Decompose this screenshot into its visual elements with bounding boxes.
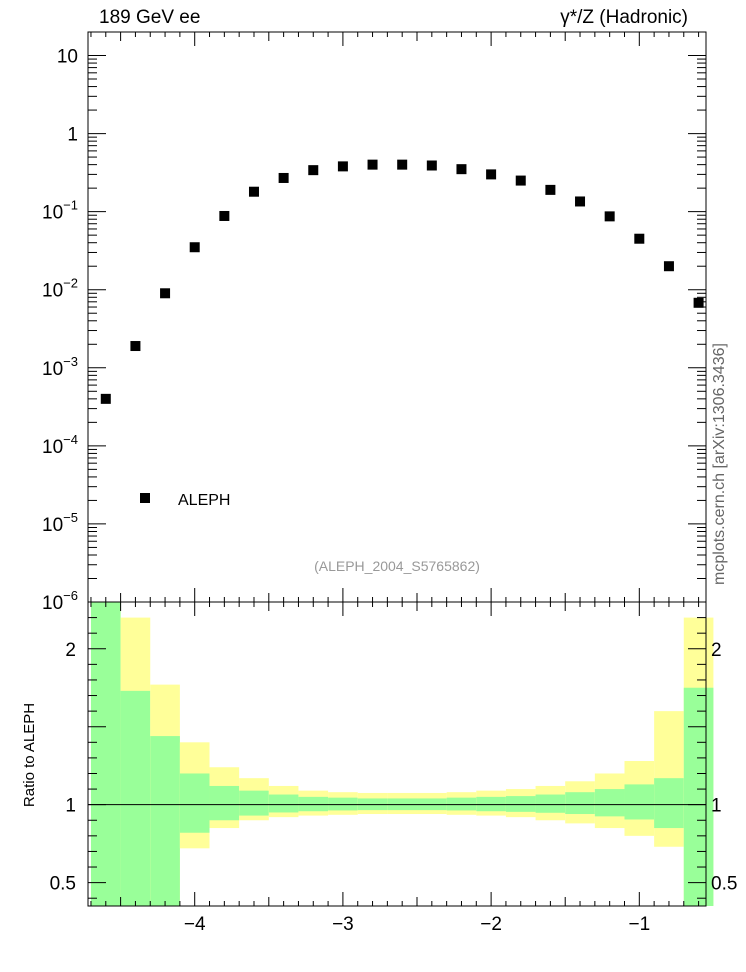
ratio-band-inner [535,794,566,813]
data-point [604,211,615,222]
ratio-y-tick-label-right: 0.5 [711,874,737,895]
data-point [189,242,200,253]
side-label: mcplots.cern.ch [arXiv:1306.3436] [711,343,728,585]
x-tick-label: −2 [480,914,502,935]
ratio-y-tick-label: 2 [65,640,76,661]
ratio-band-inner [298,796,329,812]
analysis-label: (ALEPH_2004_S5765862) [314,558,480,574]
ratio-y-tick-label: 0.5 [50,874,76,895]
data-point [486,169,497,180]
x-tick-label: −4 [184,914,206,935]
ratio-band-inner [150,736,180,906]
ratio-band-inner [683,687,714,906]
x-tick-label: −3 [332,914,354,935]
ratio-axis-label: Ratio to ALEPH [21,703,38,807]
data-point [397,159,408,170]
data-point [426,160,437,171]
data-point [248,186,259,197]
ratio-y-tick-label-right: 1 [711,796,722,817]
main-frame [87,31,707,603]
data-point [515,175,526,186]
legend-marker [140,493,150,503]
ratio-band-inner [446,797,477,811]
ratio-band-inner [90,602,121,906]
y-tick-label: 10−5 [42,510,78,536]
data-point [160,288,171,299]
y-tick-label: 10−1 [42,198,78,224]
ratio-y-tick-label: 1 [65,796,76,817]
data-point [456,164,467,175]
header-left-label: 189 GeV ee [99,7,201,28]
ratio-band-inner [239,790,269,816]
data-point [693,297,704,308]
ratio-band-inner [624,784,655,820]
data-point [219,210,230,221]
header-right-label: γ*/Z (Hadronic) [560,7,688,28]
ratio-panel: −4 −3 −2 −1 0.5 0.5 1 1 2 2 [50,601,737,935]
y-tick-label: 10−4 [42,432,78,458]
ratio-band-inner [120,690,151,906]
ratio-frame [87,601,707,907]
y-tick-label: 10−6 [42,588,78,614]
y-tick-label: 10−3 [42,354,78,380]
ratio-band-inner [565,792,595,815]
ratio-band-inner [268,794,299,813]
data-point [634,233,645,244]
data-point [575,196,586,207]
ratio-band-inner [179,773,210,833]
data-point [545,184,556,195]
ratio-band-inner [328,797,358,811]
legend-label: ALEPH [178,492,230,509]
data-point [367,159,378,170]
ratio-band-inner [476,796,506,812]
data-point [337,161,348,172]
ratio-band-inner [505,796,536,812]
ratio-band-inner [594,789,625,817]
y-tick-label: 1 [67,125,78,146]
ratio-band-inner [654,778,684,829]
y-tick-label: 10 [57,47,78,68]
data-point [100,393,111,404]
data-point [278,172,289,183]
data-point [308,165,319,176]
data-point [663,261,674,272]
ratio-y-tick-label-right: 2 [711,640,722,661]
y-tick-label: 10−2 [42,276,78,302]
data-point [130,341,141,352]
main-panel: 10−6 10−5 10−4 10−3 10−2 10−1 1 10 ALEPH [42,31,707,614]
x-tick-label: −1 [628,914,650,935]
ratio-band-inner [209,785,240,821]
